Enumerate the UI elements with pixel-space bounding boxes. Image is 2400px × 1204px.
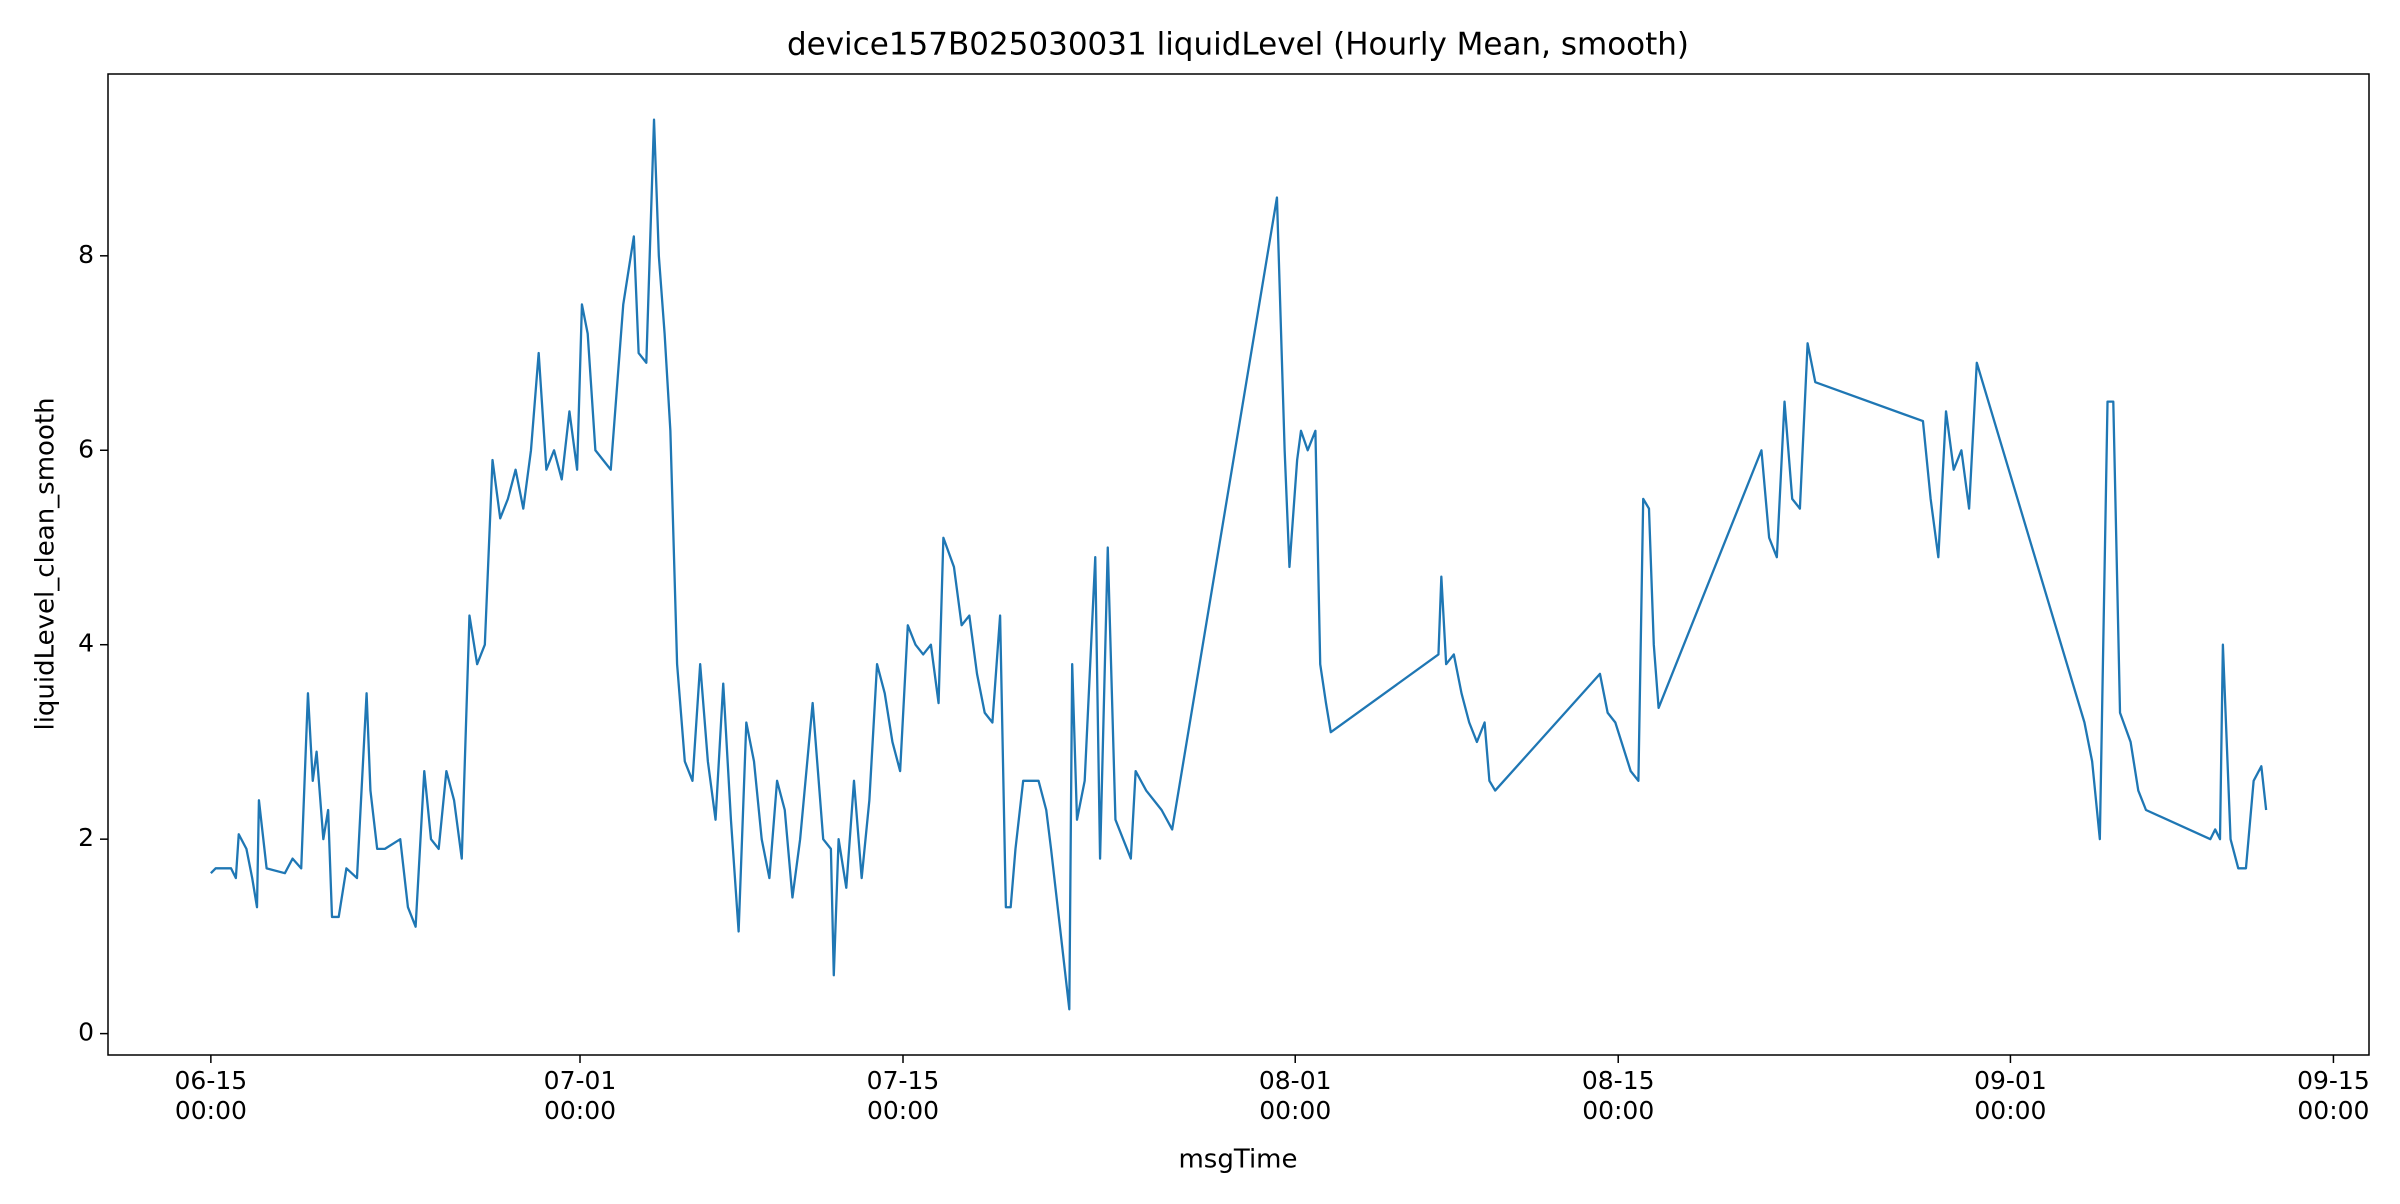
x-tick-label-line: 07-01	[544, 1066, 617, 1095]
y-tick-label: 0	[78, 1018, 94, 1047]
x-tick-label: 09-15 00:00	[2297, 1066, 2370, 1125]
x-tick-label: 07-01 00:00	[544, 1066, 617, 1125]
x-tick-label-line: 00:00	[1582, 1096, 1654, 1125]
x-tick-label-line: 00:00	[544, 1096, 616, 1125]
x-tick-label-line: 00:00	[1974, 1096, 2046, 1125]
x-tick-label: 07-15 00:00	[867, 1066, 940, 1125]
x-tick-label-line: 09-01	[1974, 1066, 2047, 1095]
y-tick-label: 6	[78, 434, 94, 463]
y-axis-label: liquidLevel_clean_smooth	[31, 397, 61, 730]
plot-frame	[107, 73, 2370, 1056]
x-tick-label-line: 00:00	[1259, 1096, 1331, 1125]
x-tick-label-line: 08-01	[1259, 1066, 1332, 1095]
data-line	[210, 118, 2268, 1011]
y-tick-label: 8	[78, 240, 94, 269]
x-tick-label: 09-01 00:00	[1974, 1066, 2047, 1125]
y-tick-label: 4	[78, 629, 94, 658]
y-tick-label: 2	[78, 823, 94, 852]
x-tick-label-line: 06-15	[175, 1066, 248, 1095]
x-tick-label-line: 07-15	[867, 1066, 940, 1095]
x-tick-label-line: 00:00	[2297, 1096, 2369, 1125]
x-axis-label: msgTime	[1178, 1145, 1297, 1175]
x-tick-label-line: 09-15	[2297, 1066, 2370, 1095]
x-tick-label: 08-15 00:00	[1582, 1066, 1655, 1125]
x-tick-label-line: 08-15	[1582, 1066, 1655, 1095]
x-tick-label: 06-15 00:00	[175, 1066, 248, 1125]
x-tick-label-line: 00:00	[867, 1096, 939, 1125]
x-tick-label: 08-01 00:00	[1259, 1066, 1332, 1125]
chart-title: device157B025030031 liquidLevel (Hourly …	[787, 27, 1689, 63]
x-tick-label-line: 00:00	[175, 1096, 247, 1125]
